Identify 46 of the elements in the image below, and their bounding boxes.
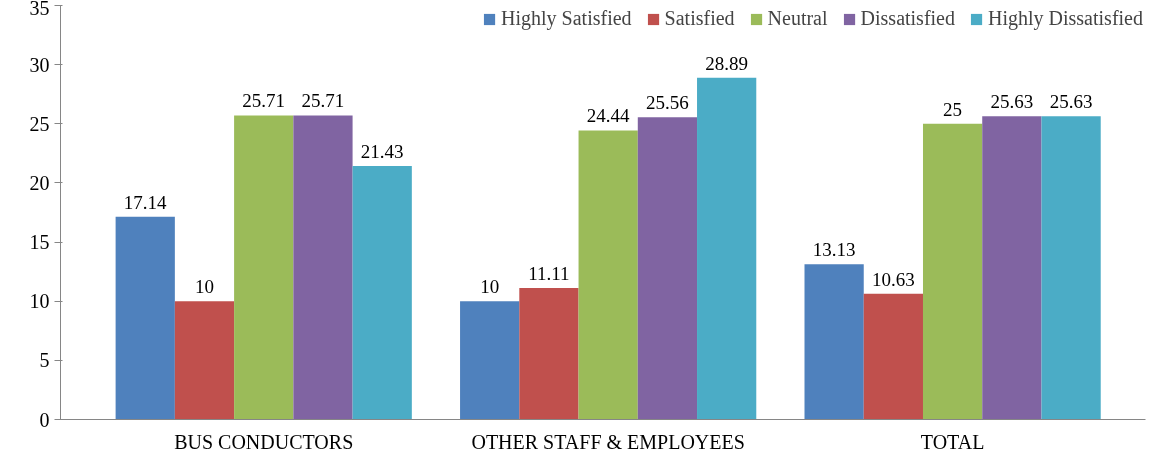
- legend-label: Satisfied: [664, 7, 735, 30]
- data-label: 25.63: [1049, 91, 1093, 113]
- data-label: 28.89: [705, 52, 749, 74]
- y-tick-label: 0: [39, 408, 50, 431]
- data-label: 10: [480, 276, 500, 298]
- data-label: 25.71: [242, 90, 286, 112]
- bar: [460, 301, 520, 420]
- y-tick-label: 35: [29, 0, 50, 19]
- y-tick-label: 15: [29, 231, 50, 254]
- legend-label: Neutral: [767, 7, 828, 30]
- bar: [863, 293, 923, 420]
- bar: [519, 288, 579, 420]
- x-tick-label: OTHER STAFF & EMPLOYEES: [471, 430, 745, 453]
- data-label: 13.13: [812, 239, 856, 261]
- y-tick-label: 10: [29, 290, 50, 313]
- data-label: 24.44: [586, 105, 631, 127]
- y-tick-label: 30: [29, 53, 50, 76]
- bar: [922, 123, 983, 420]
- legend-label: Highly Dissatisfied: [988, 7, 1143, 30]
- y-tick-label: 5: [39, 349, 50, 372]
- y-tick-label: 20: [29, 171, 50, 194]
- data-label: 10.63: [871, 268, 915, 290]
- bar: [578, 130, 638, 420]
- legend-label: Highly Satisfied: [501, 7, 632, 30]
- bar: [234, 115, 294, 420]
- data-label: 25.56: [646, 92, 689, 114]
- x-tick-label: TOTAL: [920, 430, 985, 453]
- data-label: 10: [194, 276, 214, 298]
- data-label: 17.14: [123, 191, 168, 213]
- legend-label: Dissatisfied: [860, 7, 955, 30]
- x-tick-label: BUS CONDUCTORS: [174, 430, 354, 453]
- data-label: 25.63: [990, 91, 1034, 113]
- bar: [293, 115, 353, 420]
- bar: [115, 216, 175, 420]
- bar: [637, 117, 698, 420]
- bar: [697, 77, 757, 420]
- bar: [352, 166, 412, 420]
- data-label: 11.11: [528, 263, 570, 285]
- data-label: 25: [943, 98, 963, 120]
- bar: [804, 264, 864, 420]
- y-tick-label: 25: [29, 112, 50, 135]
- data-label: 21.43: [360, 141, 404, 163]
- bar: [1041, 116, 1101, 420]
- data-label: 25.71: [301, 90, 345, 112]
- bar: [982, 116, 1042, 420]
- bar: [174, 301, 235, 420]
